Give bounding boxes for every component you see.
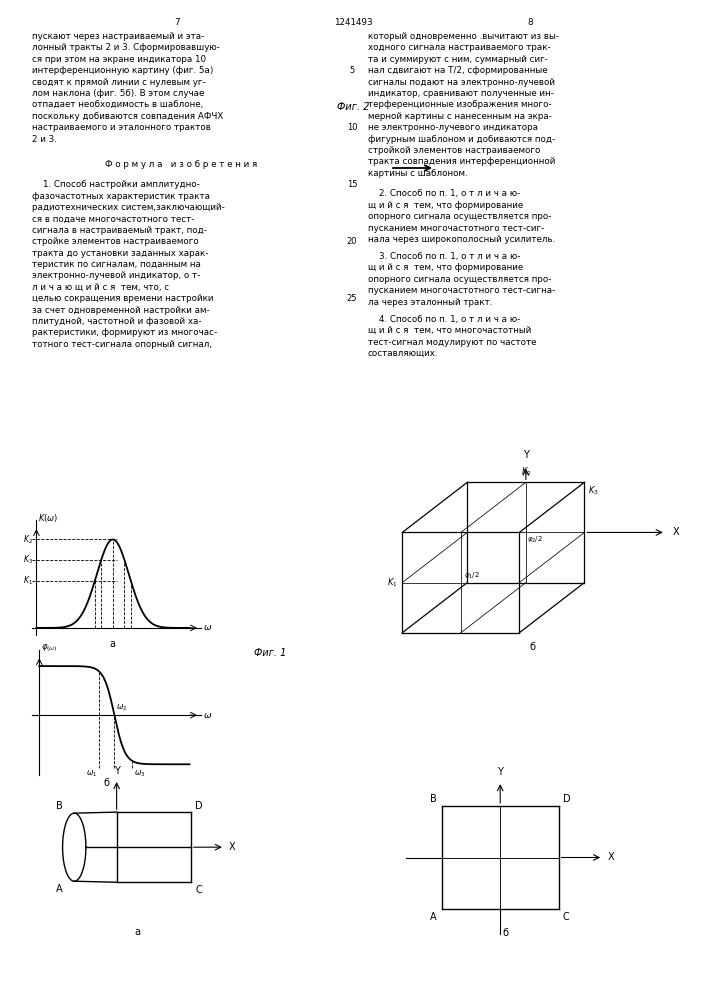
Text: Фиг. 1: Фиг. 1: [254, 648, 286, 658]
Text: фигурным шаблоном и добиваются под-: фигурным шаблоном и добиваются под-: [368, 135, 555, 144]
Text: тотного тест-сигнала опорный сигнал,: тотного тест-сигнала опорный сигнал,: [32, 340, 212, 349]
Text: B: B: [430, 794, 437, 804]
Text: 3. Способ по п. 1, о т л и ч а ю-: 3. Способ по п. 1, о т л и ч а ю-: [368, 252, 520, 261]
Text: $\omega_1$: $\omega_1$: [86, 769, 97, 779]
Text: ся в подаче многочастотного тест-: ся в подаче многочастотного тест-: [32, 214, 194, 223]
Text: картины с шаблоном.: картины с шаблоном.: [368, 169, 467, 178]
Text: Фиг. 2: Фиг. 2: [337, 102, 369, 112]
Text: электронно-лучевой индикатор, о т-: электронно-лучевой индикатор, о т-: [32, 271, 200, 280]
Text: л и ч а ю щ и й с я  тем, что, с: л и ч а ю щ и й с я тем, что, с: [32, 283, 169, 292]
Text: б: б: [503, 928, 508, 938]
Text: пусканием многочастотного тест-сигна-: пусканием многочастотного тест-сигна-: [368, 286, 555, 295]
Text: не электронно-лучевого индикатора: не электронно-лучевого индикатора: [368, 123, 538, 132]
Text: $K(\omega)$: $K(\omega)$: [38, 512, 58, 524]
Text: отпадает необходимость в шаблоне,: отпадает необходимость в шаблоне,: [32, 100, 203, 109]
Text: $\varphi_{(\omega)}$: $\varphi_{(\omega)}$: [41, 642, 57, 654]
Text: X: X: [672, 527, 679, 537]
Text: ся при этом на экране индикатора 10: ся при этом на экране индикатора 10: [32, 55, 206, 64]
Text: $K_2$: $K_2$: [520, 466, 531, 478]
Text: поскольку добиваются совпадения АФЧХ: поскольку добиваются совпадения АФЧХ: [32, 112, 223, 121]
Text: целью сокращения времени настройки: целью сокращения времени настройки: [32, 294, 214, 303]
Text: 8: 8: [527, 18, 533, 27]
Text: интерференционную картину (фиг. 5а): интерференционную картину (фиг. 5а): [32, 66, 214, 75]
Text: опорного сигнала осуществляется про-: опорного сигнала осуществляется про-: [368, 212, 551, 221]
Text: $K_2$: $K_2$: [23, 533, 33, 546]
Text: $\omega_3$: $\omega_3$: [134, 769, 146, 779]
Text: стройке элементов настраиваемого: стройке элементов настраиваемого: [32, 237, 199, 246]
Text: ходного сигнала настраиваемого трак-: ходного сигнала настраиваемого трак-: [368, 43, 551, 52]
Text: опорного сигнала осуществляется про-: опорного сигнала осуществляется про-: [368, 275, 551, 284]
Text: б: б: [530, 642, 535, 652]
Text: стройкой элементов настраиваемого: стройкой элементов настраиваемого: [368, 146, 540, 155]
Text: за счет одновременной настройки ам-: за счет одновременной настройки ам-: [32, 306, 209, 315]
Text: теристик по сигналам, поданным на: теристик по сигналам, поданным на: [32, 260, 201, 269]
Text: 7: 7: [174, 18, 180, 27]
Text: настраиваемого и эталонного трактов: настраиваемого и эталонного трактов: [32, 123, 211, 132]
Text: $\omega$: $\omega$: [203, 623, 212, 632]
Text: 10: 10: [346, 123, 357, 132]
Text: ла через эталонный тракт.: ла через эталонный тракт.: [368, 298, 492, 307]
Text: A: A: [430, 912, 437, 922]
Text: тест-сигнал модулируют по частоте: тест-сигнал модулируют по частоте: [368, 338, 537, 347]
Text: щ и й с я  тем, что многочастотный: щ и й с я тем, что многочастотный: [368, 326, 532, 335]
Text: 2 и 3.: 2 и 3.: [32, 135, 57, 144]
Text: сигналы подают на электронно-лучевой: сигналы подают на электронно-лучевой: [368, 78, 555, 87]
Text: щ и й с я  тем, что формирование: щ и й с я тем, что формирование: [368, 201, 523, 210]
Text: D: D: [195, 801, 203, 811]
Text: $K_3$: $K_3$: [588, 484, 598, 497]
Text: а: а: [135, 927, 141, 937]
Text: A: A: [56, 884, 63, 894]
Text: мерной картины с нанесенным на экра-: мерной картины с нанесенным на экра-: [368, 112, 552, 121]
Text: $\omega_2$: $\omega_2$: [116, 703, 127, 713]
Text: радиотехнических систем,заключающий-: радиотехнических систем,заключающий-: [32, 203, 225, 212]
Text: сигнала в настраиваемый тракт, под-: сигнала в настраиваемый тракт, под-: [32, 226, 207, 235]
Text: индикатор, сравнивают полученные ин-: индикатор, сравнивают полученные ин-: [368, 89, 554, 98]
Text: Y: Y: [497, 767, 503, 777]
Text: 4. Способ по п. 1, о т л и ч а ю-: 4. Способ по п. 1, о т л и ч а ю-: [368, 315, 520, 324]
Text: $\varphi_1/2$: $\varphi_1/2$: [464, 571, 480, 581]
Text: Y: Y: [523, 450, 529, 460]
Text: D: D: [563, 794, 571, 804]
Text: тракта до установки заданных харак-: тракта до установки заданных харак-: [32, 249, 209, 258]
Text: C: C: [563, 912, 570, 922]
Text: рактеристики, формируют из многочас-: рактеристики, формируют из многочас-: [32, 328, 217, 337]
Text: $\varphi_2/2$: $\varphi_2/2$: [527, 535, 543, 545]
Text: а: а: [110, 639, 116, 649]
Text: Y: Y: [114, 766, 119, 776]
Text: 5: 5: [349, 66, 355, 75]
Text: терференционные изображения много-: терференционные изображения много-: [368, 100, 551, 109]
Text: Ф о р м у л а   и з о б р е т е н и я: Ф о р м у л а и з о б р е т е н и я: [105, 160, 257, 169]
Text: $\omega$: $\omega$: [203, 711, 212, 720]
Text: который одновременно .вычитают из вы-: который одновременно .вычитают из вы-: [368, 32, 559, 41]
Text: фазочастотных характеристик тракта: фазочастотных характеристик тракта: [32, 192, 210, 201]
Text: X: X: [607, 852, 614, 862]
Text: нал сдвигают на T/2, сформированные: нал сдвигают на T/2, сформированные: [368, 66, 548, 75]
Text: лонный тракты 2 и 3. Сформировавшую-: лонный тракты 2 и 3. Сформировавшую-: [32, 43, 220, 52]
Text: $K_1$: $K_1$: [23, 575, 33, 587]
Text: нала через широкополосный усилитель.: нала через широкополосный усилитель.: [368, 235, 555, 244]
Text: 2. Способ по п. 1, о т л и ч а ю-: 2. Способ по п. 1, о т л и ч а ю-: [368, 189, 520, 198]
Text: пусканием многочастотного тест-сиг-: пусканием многочастотного тест-сиг-: [368, 224, 544, 233]
Text: 1. Способ настройки амплитудно-: 1. Способ настройки амплитудно-: [32, 180, 200, 189]
Text: плитудной, частотной и фазовой ха-: плитудной, частотной и фазовой ха-: [32, 317, 201, 326]
Text: 1241493: 1241493: [334, 18, 373, 27]
Text: тракта совпадения интерференционной: тракта совпадения интерференционной: [368, 157, 556, 166]
Text: пускают через настраиваемый и эта-: пускают через настраиваемый и эта-: [32, 32, 204, 41]
Text: 20: 20: [346, 237, 357, 246]
Text: б: б: [104, 778, 110, 788]
Text: B: B: [56, 801, 63, 811]
Text: C: C: [195, 885, 202, 895]
Text: 25: 25: [346, 294, 357, 303]
Text: $K_1$: $K_1$: [387, 576, 397, 589]
Text: сводят к прямой линии с нулевым уг-: сводят к прямой линии с нулевым уг-: [32, 78, 206, 87]
Text: 15: 15: [346, 180, 357, 189]
Text: составляющих.: составляющих.: [368, 349, 438, 358]
Text: щ и й с я  тем, что формирование: щ и й с я тем, что формирование: [368, 263, 523, 272]
Text: лом наклона (фиг. 5б). В этом случае: лом наклона (фиг. 5б). В этом случае: [32, 89, 204, 98]
Text: та и суммируют с ним, суммарный сиг-: та и суммируют с ним, суммарный сиг-: [368, 55, 548, 64]
Text: $K_3$: $K_3$: [23, 554, 33, 566]
Text: X: X: [229, 842, 235, 852]
